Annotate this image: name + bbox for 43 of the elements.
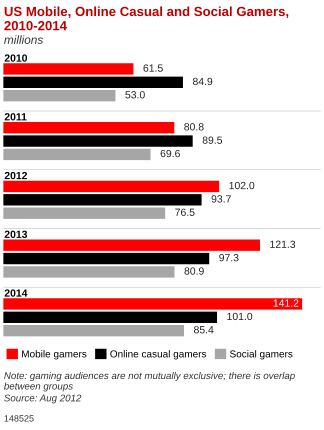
bar (3, 63, 134, 75)
data-label: 61.5 (143, 64, 163, 72)
bar (3, 312, 218, 323)
data-label: 76.5 (175, 208, 195, 216)
bar (3, 298, 302, 310)
text: 148525 (4, 415, 34, 422)
text: Note: gaming audiences are not mutually exclusive; there is overlap between groups (4, 372, 295, 392)
bar (3, 266, 174, 278)
data-label: 97.3 (219, 254, 239, 262)
data-label: 85.4 (194, 326, 214, 334)
chart-title: US Mobile, Online Casual and Social Gamers, 2010-2014 (4, 6, 288, 30)
data-label: 101.0 (227, 312, 252, 320)
y-tick-label: 2010 (4, 54, 28, 62)
bar (3, 122, 174, 134)
y-tick-label: 2014 (4, 289, 28, 297)
legend-label: Online casual gamers (110, 350, 206, 360)
bar (3, 207, 166, 219)
data-label: 141.2 (274, 299, 298, 307)
data-label: 69.6 (160, 150, 180, 158)
data-label: 80.9 (184, 267, 204, 275)
bar (3, 252, 210, 264)
data-label: 93.7 (212, 195, 231, 203)
legend-label: Social gamers (230, 350, 293, 360)
bar (3, 180, 220, 192)
data-label: 80.8 (184, 123, 204, 130)
bar (3, 148, 151, 160)
bar (3, 90, 116, 102)
bar (3, 194, 202, 206)
source-note: Source: Aug 2012 (4, 394, 82, 404)
bar (3, 324, 184, 336)
y-tick-label: 2011 (4, 113, 27, 120)
data-label: 53.0 (125, 91, 145, 98)
data-label: 84.9 (192, 78, 212, 86)
data-label: 102.0 (229, 182, 254, 190)
bar (3, 240, 260, 251)
chart-subtitle: millions (4, 35, 44, 44)
bar (3, 76, 183, 88)
data-label: 121.3 (270, 240, 296, 248)
bar (3, 135, 193, 147)
data-label: 89.5 (202, 136, 222, 144)
y-tick-label: 2012 (4, 172, 28, 180)
legend-label: Mobile gamers (22, 350, 86, 360)
y-tick-label: 2013 (4, 230, 28, 238)
